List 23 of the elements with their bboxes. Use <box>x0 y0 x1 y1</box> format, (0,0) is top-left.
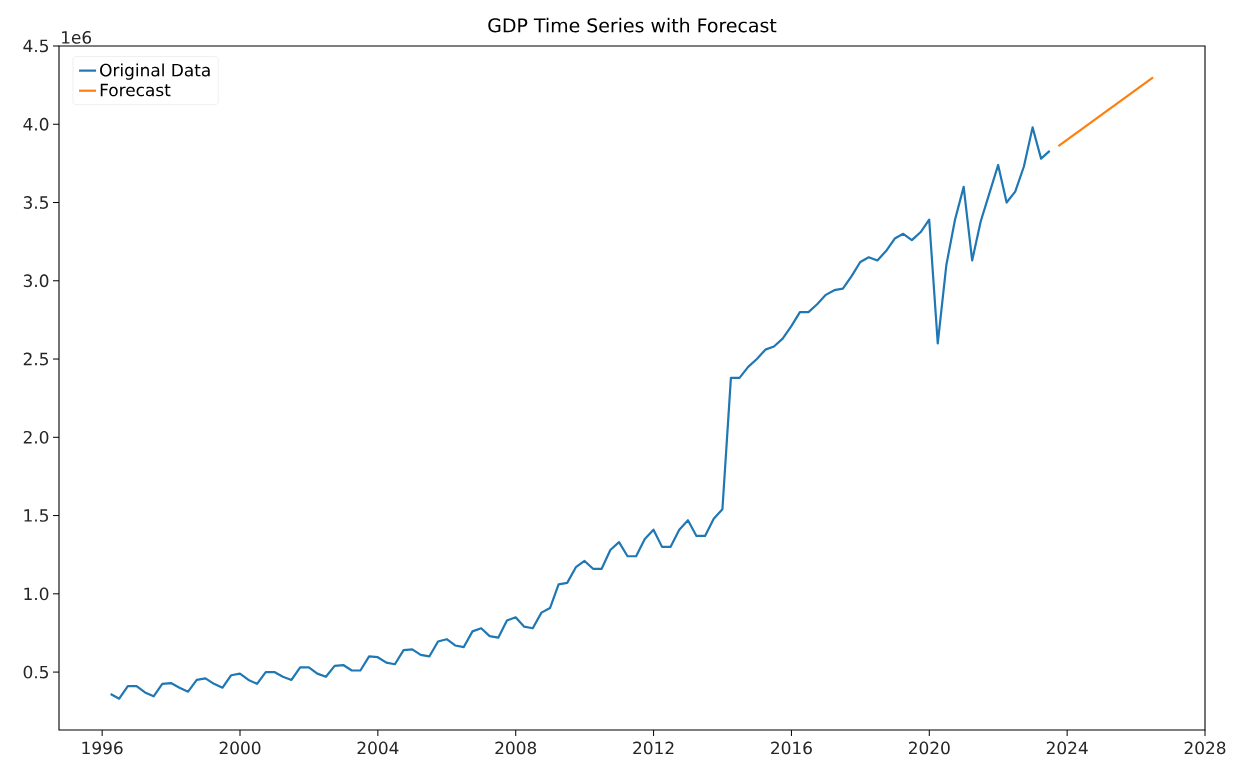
x-tick-label: 2024 <box>1046 741 1088 755</box>
x-tick-label: 1996 <box>82 741 123 755</box>
y-tick-label: 1.0 <box>24 587 49 601</box>
y-tick-label: 4.0 <box>23 117 49 131</box>
line-series <box>109 126 1051 700</box>
y-tick-label: 4.5 <box>23 39 48 53</box>
y-tick-label: 0.5 <box>23 665 48 679</box>
x-tick-label: 2000 <box>219 741 261 755</box>
y-tick-label: 2.0 <box>23 430 49 444</box>
x-tick-label: 2012 <box>633 741 674 755</box>
x-tick-label: 2004 <box>357 741 399 755</box>
y-tick-label: 3.0 <box>23 274 49 288</box>
y-tick-label: 1.5 <box>24 509 48 522</box>
text: 1e6 <box>62 30 92 44</box>
x-tick-label: 2008 <box>495 741 537 755</box>
x-tick-label: 2020 <box>908 741 950 755</box>
y-tick-label: 3.5 <box>23 196 48 209</box>
x-tick-label: 2028 <box>1184 741 1226 755</box>
chart-title: GDP Time Series with Forecast <box>488 17 777 33</box>
legend-label: Original Data <box>100 63 210 80</box>
x-tick-label: 2016 <box>771 741 812 755</box>
y-tick-label: 2.5 <box>23 352 48 366</box>
legend-label: Forecast <box>100 83 171 97</box>
